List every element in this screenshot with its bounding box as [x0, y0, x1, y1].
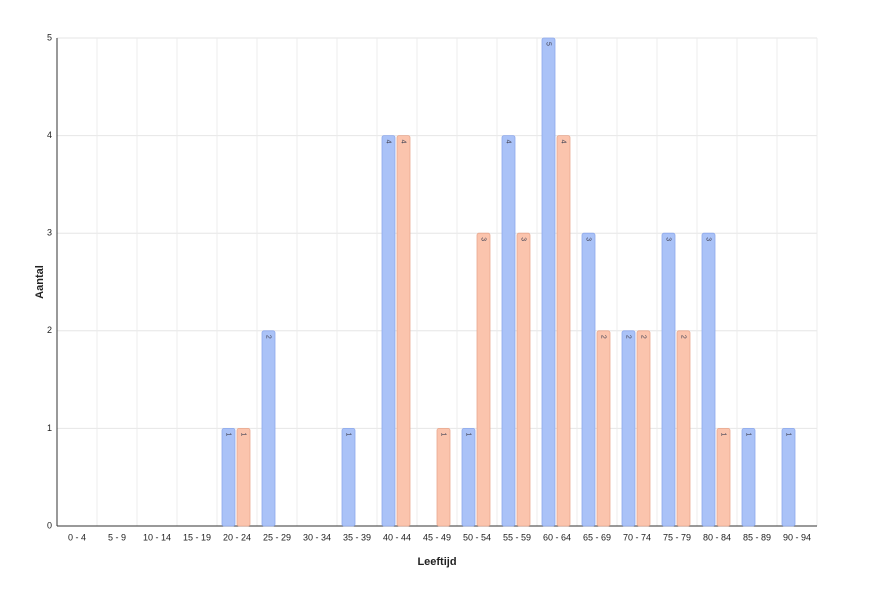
- bar: [461, 427, 476, 527]
- y-axis-title: Aantal: [34, 265, 46, 299]
- value-label: 3: [520, 237, 527, 241]
- bar: [636, 330, 651, 527]
- bar: [341, 427, 356, 527]
- x-tick-label: 10 - 14: [143, 532, 171, 542]
- value-label: 4: [560, 140, 567, 144]
- bar: [396, 135, 411, 527]
- x-tick-label: 90 - 94: [783, 532, 811, 542]
- x-tick-label: 45 - 49: [423, 532, 451, 542]
- value-label: 2: [600, 335, 607, 339]
- y-tick-label: 0: [47, 520, 52, 530]
- x-tick-label: 65 - 69: [583, 532, 611, 542]
- x-tick-label: 35 - 39: [343, 532, 371, 542]
- x-tick-label: 75 - 79: [663, 532, 691, 542]
- bar: [236, 427, 251, 527]
- x-tick-label: 50 - 54: [463, 532, 491, 542]
- x-tick-label: 70 - 74: [623, 532, 651, 542]
- bar: [741, 427, 756, 527]
- x-tick-label: 30 - 34: [303, 532, 331, 542]
- value-label: 3: [480, 237, 487, 241]
- x-tick-label: 15 - 19: [183, 532, 211, 542]
- value-label: 4: [505, 140, 512, 144]
- x-tick-label: 0 - 4: [68, 532, 86, 542]
- x-tick-label: 80 - 84: [703, 532, 731, 542]
- value-label: 1: [785, 432, 792, 436]
- bar: [676, 330, 691, 527]
- x-tick-label: 5 - 9: [108, 532, 126, 542]
- bar: [581, 232, 596, 527]
- bar: [476, 232, 491, 527]
- x-tick-label: 60 - 64: [543, 532, 571, 542]
- bar: [516, 232, 531, 527]
- bar: [781, 427, 796, 527]
- value-label: 1: [225, 432, 232, 436]
- value-label: 2: [680, 335, 687, 339]
- value-label: 2: [625, 335, 632, 339]
- x-tick-label: 25 - 29: [263, 532, 291, 542]
- x-axis-title: Leeftijd: [417, 556, 456, 568]
- bar: [596, 330, 611, 527]
- y-tick-label: 2: [47, 325, 52, 335]
- bar: [221, 427, 236, 527]
- bar: [381, 135, 396, 527]
- x-tick-label: 40 - 44: [383, 532, 411, 542]
- value-label: 1: [745, 432, 752, 436]
- value-label: 1: [465, 432, 472, 436]
- bar: [661, 232, 676, 527]
- bar: [541, 37, 556, 527]
- bar: [621, 330, 636, 527]
- y-tick-label: 5: [47, 32, 52, 42]
- bar: [556, 135, 571, 527]
- value-label: 4: [400, 140, 407, 144]
- value-label: 1: [440, 432, 447, 436]
- value-label: 5: [545, 42, 552, 46]
- bar: [501, 135, 516, 527]
- value-label: 3: [705, 237, 712, 241]
- bar: [261, 330, 276, 527]
- value-label: 1: [345, 432, 352, 436]
- value-label: 1: [720, 432, 727, 436]
- bar: [436, 427, 451, 527]
- x-tick-label: 85 - 89: [743, 532, 771, 542]
- value-label: 2: [265, 335, 272, 339]
- value-label: 1: [240, 432, 247, 436]
- value-label: 4: [385, 140, 392, 144]
- bar: [701, 232, 716, 527]
- x-tick-label: 20 - 24: [223, 532, 251, 542]
- y-tick-label: 1: [47, 423, 52, 433]
- x-tick-label: 55 - 59: [503, 532, 531, 542]
- y-tick-label: 4: [47, 130, 52, 140]
- value-label: 2: [640, 335, 647, 339]
- value-label: 3: [665, 237, 672, 241]
- y-tick-label: 3: [47, 228, 52, 238]
- bar: [716, 427, 731, 527]
- value-label: 3: [585, 237, 592, 241]
